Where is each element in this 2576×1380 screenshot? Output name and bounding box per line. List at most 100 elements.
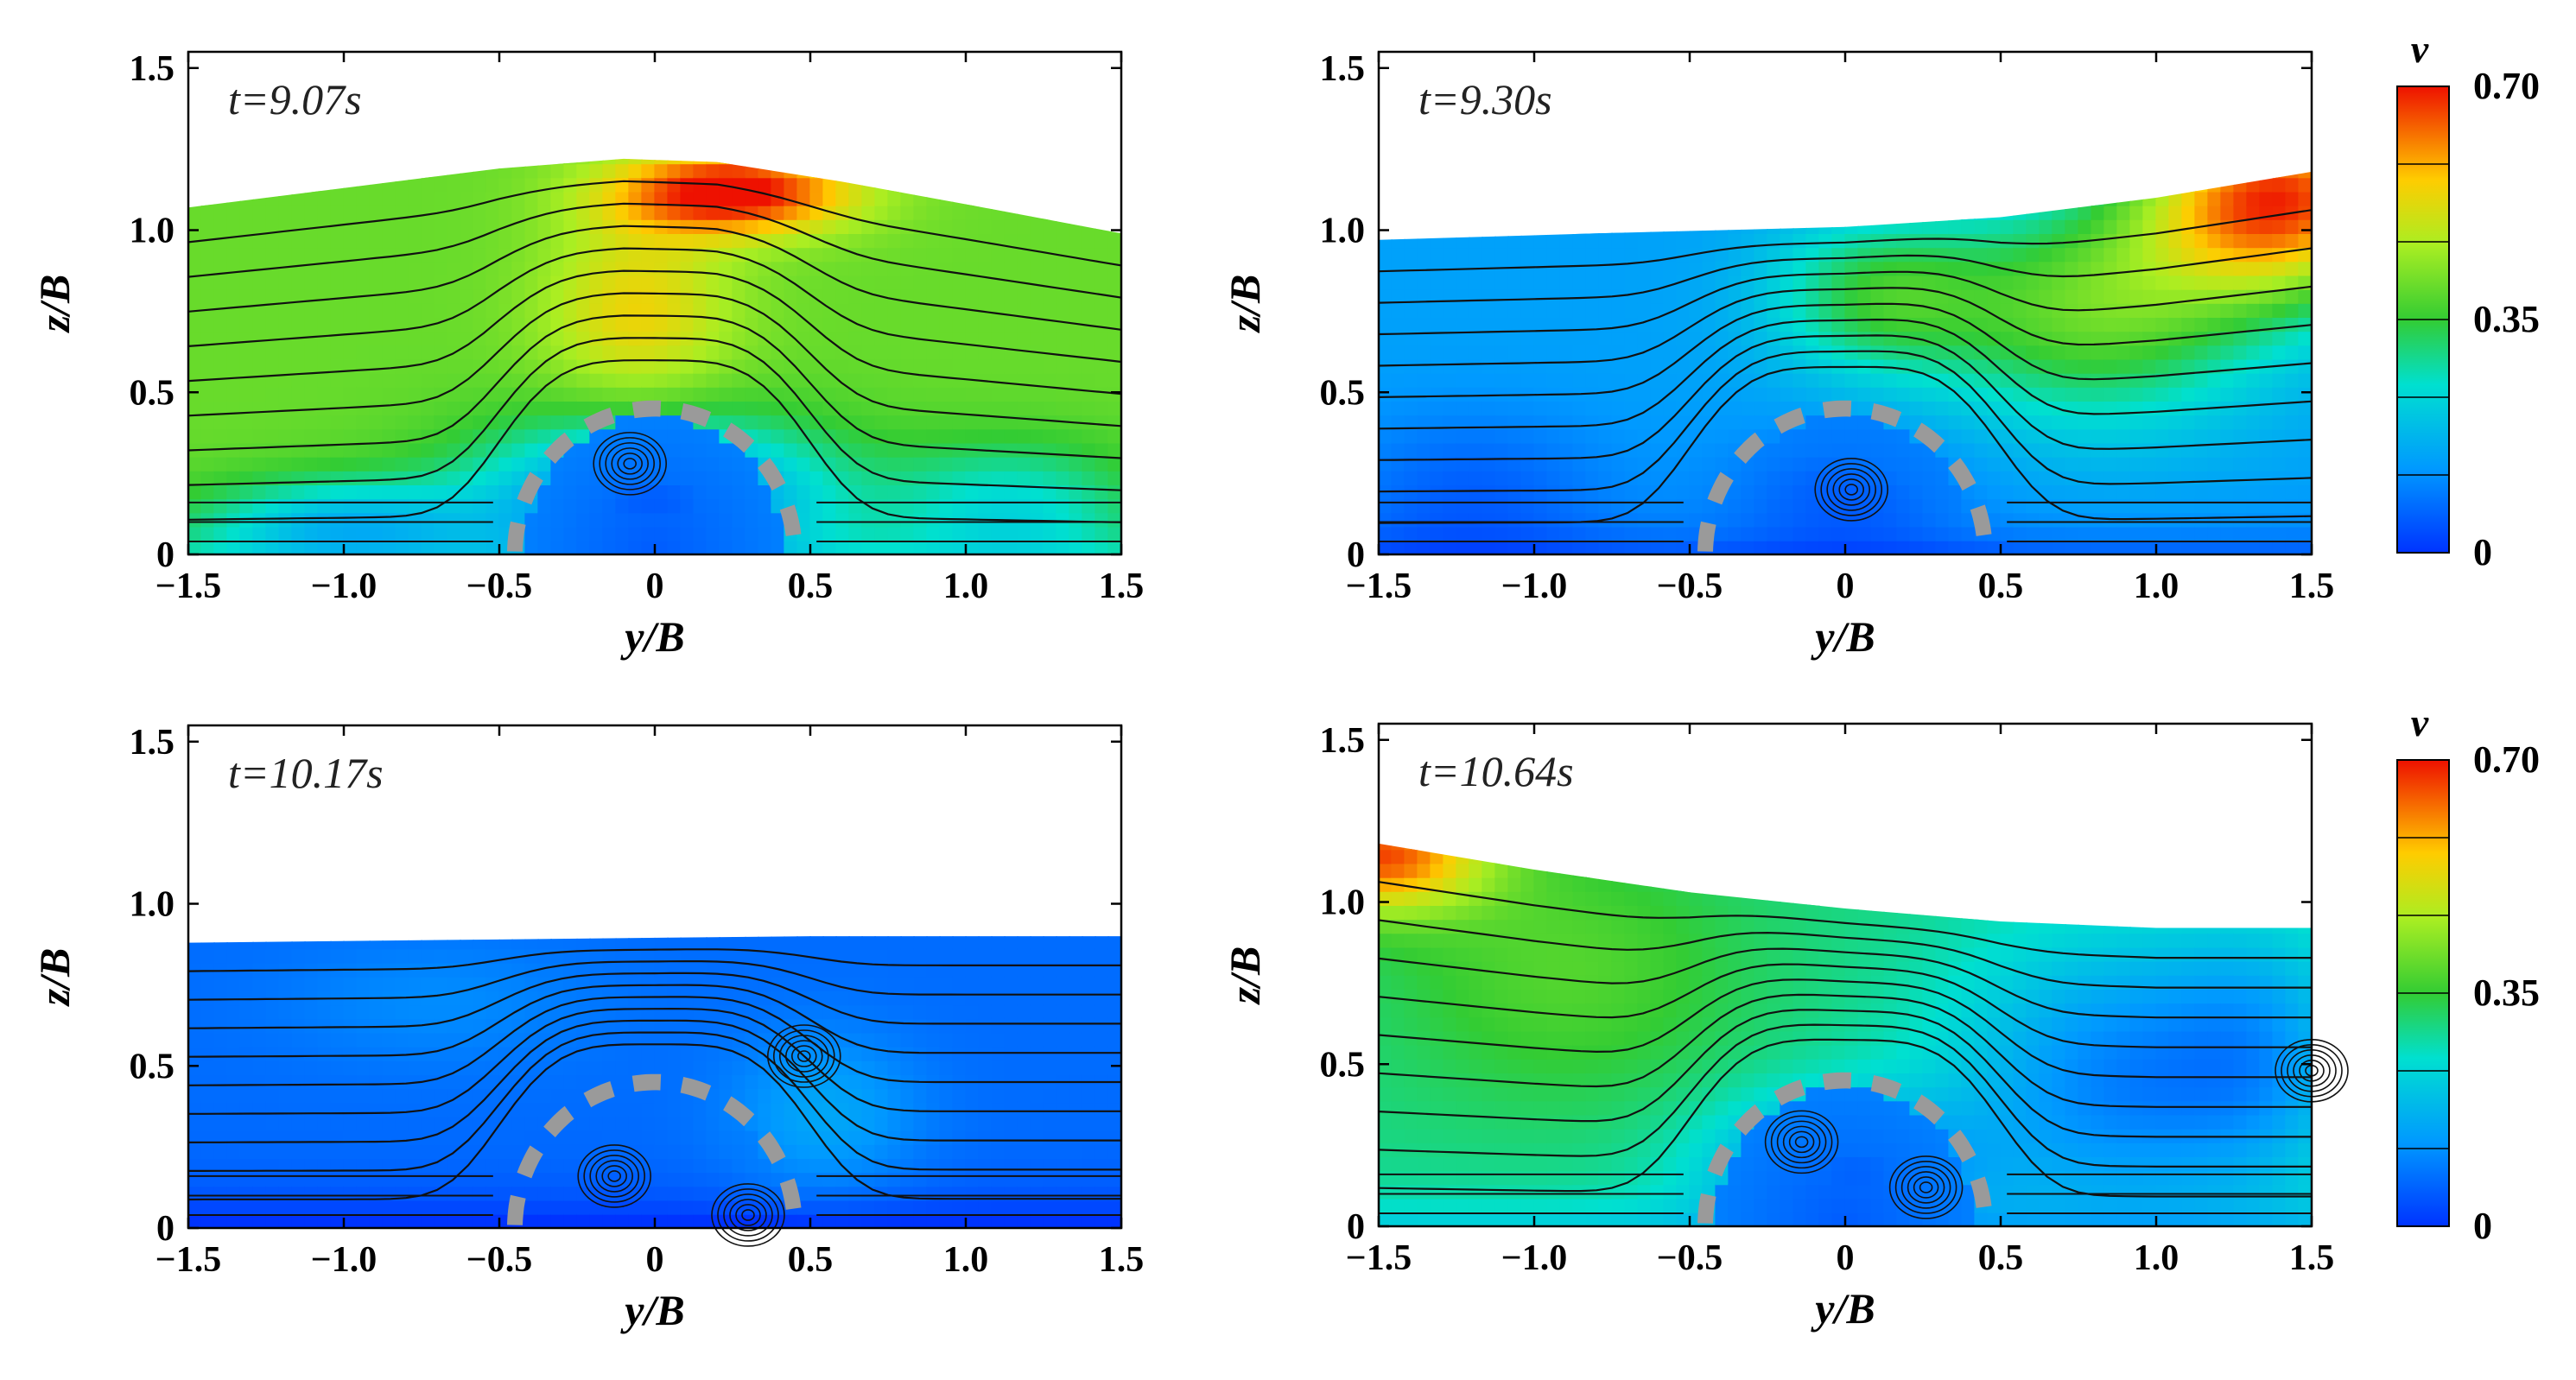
- obstacle-segment: [1970, 1176, 1992, 1208]
- obstacle-segment: [517, 472, 543, 505]
- obstacle-segment: [1870, 1075, 1902, 1099]
- y-tick-label: 1.0: [1320, 883, 1366, 923]
- y-tick-label: 1.5: [1320, 49, 1366, 89]
- x-tick-label: 1.0: [2134, 1238, 2179, 1278]
- streamlines: [188, 180, 1121, 542]
- obstacle-segment: [1773, 408, 1805, 434]
- x-tick-label: −1.5: [155, 567, 221, 606]
- obstacle-segment: [779, 504, 802, 536]
- velocity-field: [188, 158, 1121, 555]
- colorbar-1: 0.70 0.35 0 v: [2396, 27, 2540, 573]
- y-tick-label: 1.0: [130, 212, 175, 251]
- obstacle-segment: [543, 432, 574, 464]
- y-tick-label: 1.5: [1320, 721, 1366, 761]
- x-tick-label: 1.0: [2134, 567, 2179, 606]
- panel-2: −1.5 −1.0 −0.5 0 0.5 1.0 1.5 0 0.5 1.0 1.5 y/B z/B t=…: [1221, 49, 2334, 661]
- obstacle-segment: [680, 1077, 712, 1101]
- x-tick-label: 0.5: [1978, 1238, 2024, 1278]
- streamlines: [188, 948, 1121, 1216]
- y-tick-label: 0.5: [1320, 1045, 1366, 1085]
- x-tick-label: 0: [646, 567, 664, 606]
- panels: −1.5 −1.0 −0.5 0 0.5 1.0 1.5 0 0.5 1.0 1.5 y/B z/B t=…: [30, 49, 2349, 1334]
- obstacle: [507, 400, 802, 552]
- x-axis-label: y/B: [620, 1286, 684, 1334]
- time-label: t=10.64s: [1418, 747, 1574, 795]
- x-axis-label: y/B: [620, 612, 684, 661]
- obstacle-segment: [583, 408, 615, 434]
- y-axis-label: z/B: [30, 275, 79, 334]
- obstacle-segment: [680, 403, 712, 427]
- y-axis-label: z/B: [30, 948, 79, 1008]
- colorbar-tick-label: 0: [2473, 531, 2492, 573]
- obstacle-segment: [1970, 504, 1992, 536]
- x-tick-label: −1.5: [1346, 1238, 1412, 1278]
- streamlines: [1379, 209, 2312, 542]
- x-tick-label: 0.5: [788, 567, 834, 606]
- x-tick-label: 0.5: [788, 1240, 834, 1280]
- x-tick-label: 1.5: [1099, 567, 1145, 606]
- y-tick-label: 0: [1347, 535, 1365, 575]
- x-axis-label: y/B: [1811, 612, 1875, 661]
- x-tick-label: −1.5: [155, 1240, 221, 1280]
- x-tick-label: −0.5: [466, 1240, 532, 1280]
- x-tick-label: −1.0: [311, 1240, 377, 1280]
- colorbar-label: v: [2411, 700, 2429, 744]
- x-tick-label: −1.5: [1346, 567, 1412, 606]
- obstacle-segment: [1697, 521, 1716, 552]
- y-tick-label: 0.5: [1320, 373, 1366, 413]
- y-tick-label: 1.0: [130, 885, 175, 925]
- obstacle: [1697, 1072, 1992, 1224]
- velocity-field: [188, 936, 1121, 1228]
- y-tick-label: 0: [156, 1209, 174, 1249]
- x-tick-label: 1.5: [2289, 1238, 2335, 1278]
- obstacle-segment: [1773, 1079, 1805, 1106]
- obstacle-segment: [723, 1096, 755, 1127]
- vortex: [1888, 1155, 1964, 1219]
- x-tick-label: 0: [1837, 567, 1855, 606]
- panel-4: −1.5 −1.0 −0.5 0 0.5 1.0 1.5 0 0.5 1.0 1.5 y/B z/B t=…: [1221, 721, 2349, 1333]
- y-tick-label: 1.0: [1320, 212, 1366, 251]
- colorbar-2: 0.70 0.35 0 v: [2396, 700, 2540, 1247]
- y-axis-label: z/B: [1221, 946, 1269, 1006]
- obstacle: [507, 1073, 802, 1225]
- colorbars: 0.70 0.35 0 v 0.70 0.35 0 v: [2396, 27, 2540, 1247]
- colorbar-tick-label: 0.35: [2473, 972, 2540, 1014]
- y-tick-label: 1.5: [130, 723, 175, 763]
- y-tick-label: 0: [1347, 1207, 1365, 1247]
- x-tick-label: 0.5: [1978, 567, 2024, 606]
- vortex: [1814, 458, 1888, 522]
- vortex: [1764, 1110, 1839, 1174]
- x-tick-label: 1.5: [2289, 567, 2335, 606]
- y-axis-label: z/B: [1221, 275, 1269, 334]
- obstacle-segment: [1822, 400, 1852, 419]
- x-tick-label: −0.5: [1657, 567, 1723, 606]
- colorbar-tick-label: 0.70: [2473, 65, 2540, 107]
- obstacle-segment: [779, 1178, 802, 1210]
- obstacle-segment: [1948, 1130, 1976, 1163]
- time-label: t=9.30s: [1418, 75, 1552, 123]
- colorbar-label: v: [2411, 27, 2429, 71]
- obstacle-segment: [1734, 432, 1765, 464]
- obstacle-segment: [723, 422, 755, 453]
- obstacle-segment: [758, 1131, 786, 1165]
- obstacle-segment: [1707, 472, 1734, 505]
- obstacle-segment: [1948, 458, 1976, 491]
- x-tick-label: −0.5: [466, 567, 532, 606]
- x-tick-label: −1.0: [1501, 567, 1567, 606]
- obstacle-segment: [631, 1073, 662, 1092]
- vortex: [593, 432, 668, 496]
- vortex: [711, 1183, 785, 1247]
- x-axis-label: y/B: [1811, 1284, 1875, 1333]
- colorbar-tick-label: 0.70: [2473, 738, 2540, 781]
- time-label: t=10.17s: [228, 749, 384, 797]
- colorbar-tick-label: 0.35: [2473, 298, 2540, 340]
- obstacle-segment: [1697, 1193, 1716, 1224]
- x-tick-label: 1.0: [943, 567, 989, 606]
- colorbar-tick-label: 0: [2473, 1205, 2492, 1247]
- obstacle-segment: [1913, 422, 1945, 453]
- y-tick-label: 0.5: [130, 1047, 175, 1086]
- x-tick-label: 1.5: [1099, 1240, 1145, 1280]
- x-tick-label: 1.0: [943, 1240, 989, 1280]
- y-tick-label: 0.5: [130, 373, 175, 413]
